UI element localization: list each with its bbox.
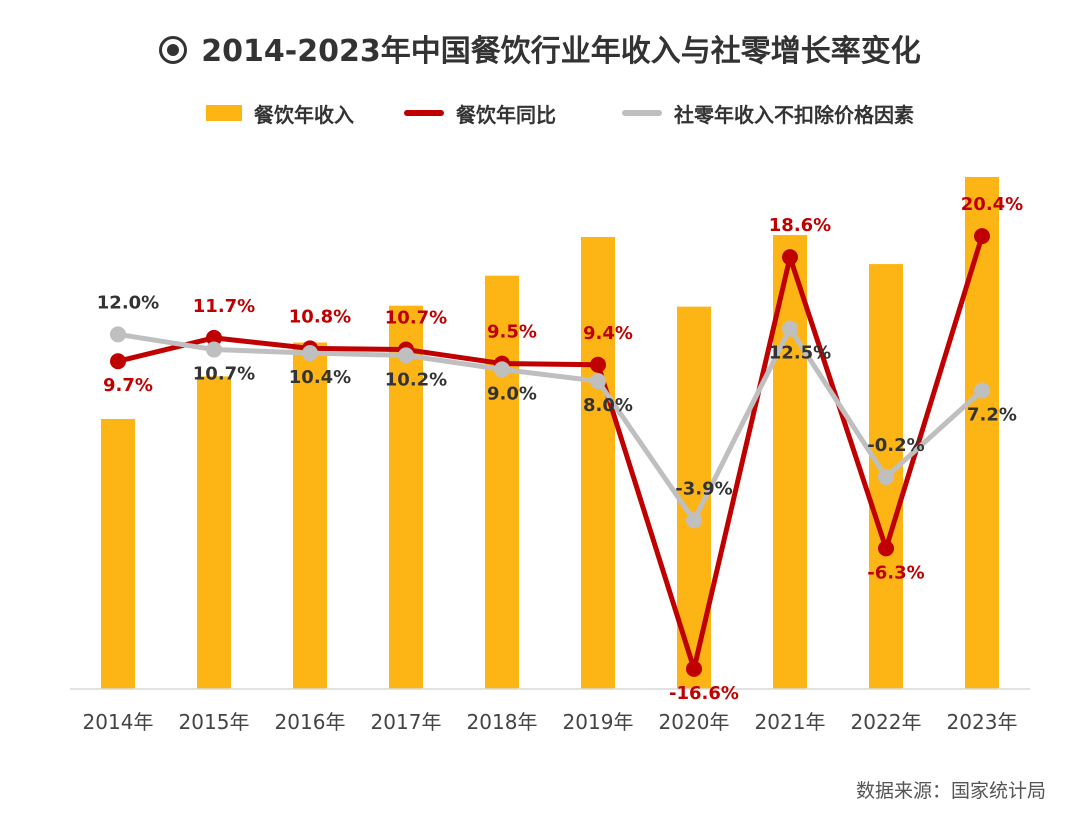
point-retail-8 [878,469,894,486]
data-label-yoy-1: 11.7% [193,296,255,317]
legend-swatch-retail [622,110,662,116]
data-label-retail-6: -3.9% [675,478,732,499]
point-yoy-9 [974,228,990,245]
data-label-yoy-7: 18.6% [769,215,831,236]
legend-label-retail: 社零年收入不扣除价格因素 [674,102,914,127]
point-yoy-6 [686,660,702,677]
x-tick-label-4: 2018年 [467,710,538,734]
data-label-retail-4: 9.0% [487,383,537,404]
point-yoy-8 [878,540,894,557]
point-retail-9 [974,382,990,399]
data-label-yoy-4: 9.5% [487,322,537,343]
data-label-yoy-6: -16.6% [669,683,739,704]
x-tick-label-1: 2015年 [179,710,250,734]
point-retail-2 [302,345,318,362]
data-label-yoy-8: -6.3% [867,562,924,583]
data-label-yoy-2: 10.8% [289,306,351,327]
data-label-yoy-9: 20.4% [961,194,1023,215]
data-label-retail-7: 12.5% [769,343,831,364]
x-tick-label-6: 2020年 [659,710,730,734]
x-tick-label-7: 2021年 [755,710,826,734]
legend: 餐饮年收入 餐饮年同比 社零年收入不扣除价格因素 [0,98,1080,128]
legend-item-retail: 社零年收入不扣除价格因素 [622,98,914,128]
chart-title-text: 2014-2023年中国餐饮行业年收入与社零增长率变化 [201,34,921,69]
x-tick-label-8: 2022年 [851,710,922,734]
legend-swatch-yoy [404,110,444,116]
line-retail [115,326,985,523]
x-tick-label-0: 2014年 [83,710,154,734]
bar-revenue-3 [389,305,423,689]
legend-label-revenue: 餐饮年收入 [254,102,354,127]
point-retail-6 [686,512,702,529]
bar-revenue-1 [197,376,231,689]
point-retail-7 [782,320,798,337]
target-circle-icon [159,36,188,64]
data-label-yoy-5: 9.4% [583,323,633,344]
x-tick-label-2: 2016年 [275,710,346,734]
data-source: 数据来源：国家统计局 [855,780,1046,802]
x-tick-label-3: 2017年 [371,710,442,734]
data-label-retail-9: 7.2% [967,404,1017,425]
data-label-yoy-0: 9.7% [103,375,153,396]
point-retail-4 [494,361,510,378]
data-label-retail-8: -0.2% [867,435,924,456]
data-label-retail-0: 12.0% [97,292,159,313]
x-tick-label-9: 2023年 [947,710,1018,734]
data-label-retail-5: 8.0% [583,395,633,416]
point-retail-5 [590,373,606,390]
chart-title: 2014-2023年中国餐饮行业年收入与社零增长率变化 [0,26,1080,70]
legend-item-revenue: 餐饮年收入 [206,98,354,128]
data-label-yoy-3: 10.7% [385,308,447,329]
legend-label-yoy: 餐饮年同比 [456,102,556,127]
point-yoy-1 [206,329,222,346]
bar-revenue-0 [101,418,135,689]
data-label-retail-1: 10.7% [193,364,255,385]
point-retail-1 [206,341,222,358]
point-retail-0 [110,326,126,343]
bar-revenue-5 [581,236,615,689]
point-yoy-0 [110,353,126,370]
point-retail-3 [398,347,414,364]
bar-revenue-2 [293,342,327,689]
data-label-retail-3: 10.2% [385,369,447,390]
bar-revenue-9 [965,176,999,690]
legend-swatch-revenue [206,105,242,121]
x-tick-label-5: 2019年 [563,710,634,734]
legend-item-yoy: 餐饮年同比 [404,98,556,128]
data-label-retail-2: 10.4% [289,367,351,388]
point-yoy-7 [782,249,798,266]
bar-revenue-4 [485,275,519,689]
point-yoy-5 [590,356,606,373]
